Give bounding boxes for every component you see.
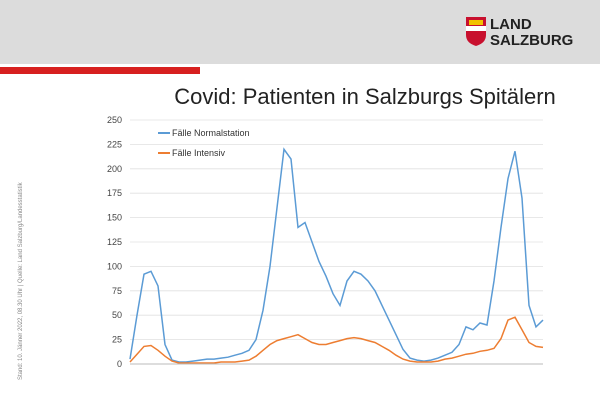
y-tick-label: 150 [107, 213, 122, 223]
logo-text: LAND [490, 16, 532, 33]
y-tick-label: 175 [107, 188, 122, 198]
accent-bar [0, 67, 200, 74]
logo-text: SALZBURG [490, 32, 573, 49]
y-tick-label: 25 [112, 335, 122, 345]
series-line [129, 147, 544, 363]
legend-label: Fälle Normalstation [172, 128, 250, 138]
logo-shield [466, 17, 486, 46]
y-tick-label: 100 [107, 261, 122, 271]
y-tick-label: 200 [107, 164, 122, 174]
y-tick-label: 50 [112, 310, 122, 320]
y-tick-label: 225 [107, 139, 122, 149]
header-band [0, 0, 600, 64]
chart-title: Covid: Patienten in Salzburgs Spitälern [174, 84, 556, 109]
series-line [129, 316, 544, 364]
source-note: Stand: 10. Jänner 2022, 08.30 Uhr | Quel… [18, 181, 24, 380]
y-tick-label: 75 [112, 286, 122, 296]
y-tick-label: 250 [107, 115, 122, 125]
legend-label: Fälle Intensiv [172, 148, 226, 158]
y-tick-label: 0 [117, 359, 122, 369]
y-tick-label: 125 [107, 237, 122, 247]
